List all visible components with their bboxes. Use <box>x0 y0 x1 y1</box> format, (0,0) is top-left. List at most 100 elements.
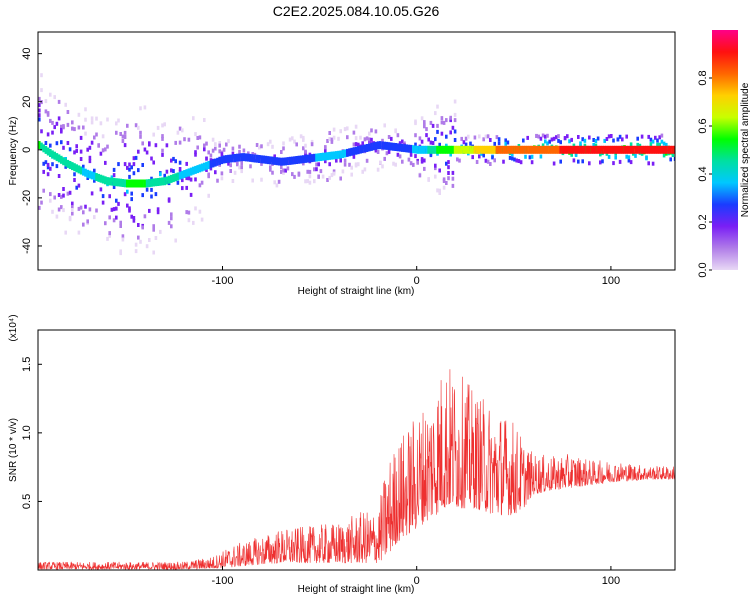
spectrogram-cell <box>165 169 169 174</box>
spectrogram-cell <box>517 159 521 163</box>
spectrogram-cell <box>414 121 417 126</box>
spectrogram-cell <box>95 132 98 137</box>
spectrogram-cell <box>581 159 584 164</box>
spectrogram-cell <box>357 142 360 147</box>
spectrogram-ridge-cell <box>117 178 120 187</box>
spectrogram-ridge-cell <box>209 160 213 169</box>
spectrogram-ridge-cell <box>258 155 261 163</box>
spectrogram-cell <box>315 167 318 172</box>
spectrogram-y-ticks: -40 -20 0 20 40 <box>21 48 42 254</box>
spectrogram-cell <box>154 143 158 148</box>
spectrogram-cell <box>46 172 50 177</box>
spectrogram-ridge-cell <box>372 142 375 151</box>
spectrogram-cell <box>115 206 118 211</box>
spectrogram-cell <box>618 159 622 164</box>
spectrogram-ridge-cell <box>352 147 356 156</box>
spectrogram-cell <box>535 133 538 138</box>
spectrogram-cell <box>137 168 140 173</box>
spectrogram-cell <box>365 158 369 163</box>
spectrogram-cells <box>38 73 675 256</box>
spectrogram-cell <box>467 134 470 139</box>
spectrogram-cell <box>225 142 228 147</box>
colorbar-tick-label: 0.6 <box>697 118 709 133</box>
spectrogram-cell <box>592 138 595 142</box>
spectrogram-ridge-cell <box>658 145 661 154</box>
spectrogram-cell <box>209 166 213 171</box>
spectrogram-cell <box>161 136 164 141</box>
spectrogram-cell <box>231 146 235 151</box>
spectrogram-cell <box>429 120 433 125</box>
spectrogram-cell <box>304 179 307 184</box>
spectrogram-cell <box>539 136 543 141</box>
spectrogram-cell <box>332 171 336 176</box>
spectrogram-ridge-cell <box>546 145 549 154</box>
spectrogram-cell <box>40 73 43 78</box>
spectrogram-cell <box>425 133 428 138</box>
spectrogram-cell <box>203 147 206 152</box>
spectrogram-ridge-cell <box>667 145 670 154</box>
spectrogram-cell <box>38 113 41 118</box>
spectrogram-cell <box>550 137 554 142</box>
spectrogram-ridge-cell <box>495 145 499 154</box>
spectrogram-cell <box>112 207 116 212</box>
spectrogram-cell <box>409 152 413 157</box>
spectrogram-cell <box>143 105 147 110</box>
spectrogram-ridge-cell <box>211 159 215 168</box>
spectrogram-ridge-cell <box>552 145 556 154</box>
spectrogram-ridge-cell <box>618 145 622 154</box>
spectrogram-cell <box>612 161 615 166</box>
spectrogram-cell <box>84 131 87 136</box>
spectrogram-cell <box>361 141 364 146</box>
spectrogram-cell <box>101 134 105 139</box>
spectrogram-cell <box>350 172 353 177</box>
spectrogram-cell <box>99 151 103 156</box>
spectrogram-ridge-cell <box>361 145 364 154</box>
spectrogram-ridge-cell <box>517 145 521 154</box>
spectrogram-cell <box>354 142 358 147</box>
spectrogram-ridge-cell <box>84 168 87 177</box>
spectrogram-cell <box>115 198 118 203</box>
spectrogram-ridge-cell <box>616 145 620 154</box>
spectrogram-ridge-cell <box>533 145 536 154</box>
spectrogram-ridge-cell <box>328 151 331 160</box>
spectrogram-cell <box>352 142 356 147</box>
spectrogram-cell <box>77 206 81 211</box>
spectrogram-cell <box>416 160 419 165</box>
spectrogram-cell <box>38 108 41 113</box>
spectrogram-cell <box>418 136 422 141</box>
spectrogram-cell <box>161 123 164 128</box>
spectrogram-ridge-cell <box>200 163 204 172</box>
spectrogram-ridge-cell <box>656 145 659 154</box>
spectrogram-ridge-cell <box>403 144 406 153</box>
spectrogram-cell <box>359 135 362 140</box>
spectrogram-cell <box>42 188 45 193</box>
spectrogram-ridge-cell <box>335 151 338 160</box>
spectrogram-cell <box>660 133 664 138</box>
spectrogram-ridge-cell <box>596 145 600 154</box>
snr-frame <box>37 329 676 571</box>
spectrogram-cell <box>77 230 81 235</box>
spectrogram-cell <box>277 179 281 184</box>
spectrogram-ridge-cell <box>574 145 578 154</box>
y-tick-label: 1.5 <box>21 357 33 372</box>
y-tick-label: 0.5 <box>21 494 33 509</box>
spectrogram-ridge-cell <box>189 167 193 176</box>
spectrogram-ridge-cell <box>260 155 263 164</box>
spectrogram-ridge-cell <box>73 163 76 172</box>
spectrogram-cell <box>198 183 202 188</box>
spectrogram-cell <box>106 236 109 241</box>
spectrogram-cell <box>57 193 61 197</box>
spectrogram-ridge-cell <box>537 145 540 154</box>
spectrogram-cell <box>332 169 336 174</box>
spectrogram-ridge-cell <box>592 145 595 154</box>
spectrogram-ridge-cell <box>522 145 525 154</box>
spectrogram-cell <box>73 172 76 177</box>
spectrogram-cell <box>544 139 547 144</box>
spectrogram-cell <box>656 142 659 147</box>
spectrogram-cell <box>363 137 367 142</box>
spectrogram-ridge-cell <box>438 145 441 154</box>
spectrogram-ridge-cell <box>590 145 593 154</box>
spectrogram-cell <box>148 238 151 242</box>
spectrogram-cell <box>55 164 59 169</box>
spectrogram-cell <box>625 134 628 139</box>
